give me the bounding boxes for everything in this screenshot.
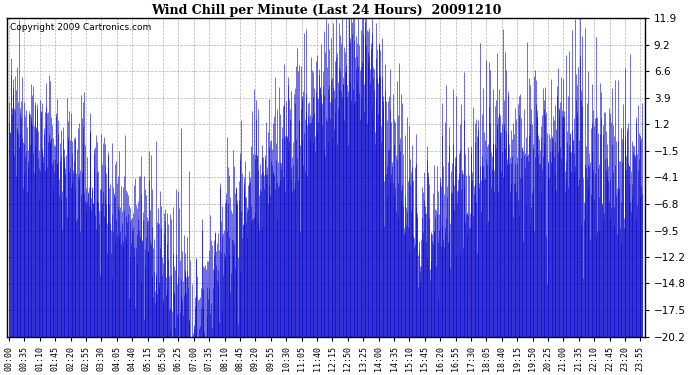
Title: Wind Chill per Minute (Last 24 Hours)  20091210: Wind Chill per Minute (Last 24 Hours) 20…: [150, 4, 501, 17]
Text: Copyright 2009 Cartronics.com: Copyright 2009 Cartronics.com: [10, 23, 151, 32]
